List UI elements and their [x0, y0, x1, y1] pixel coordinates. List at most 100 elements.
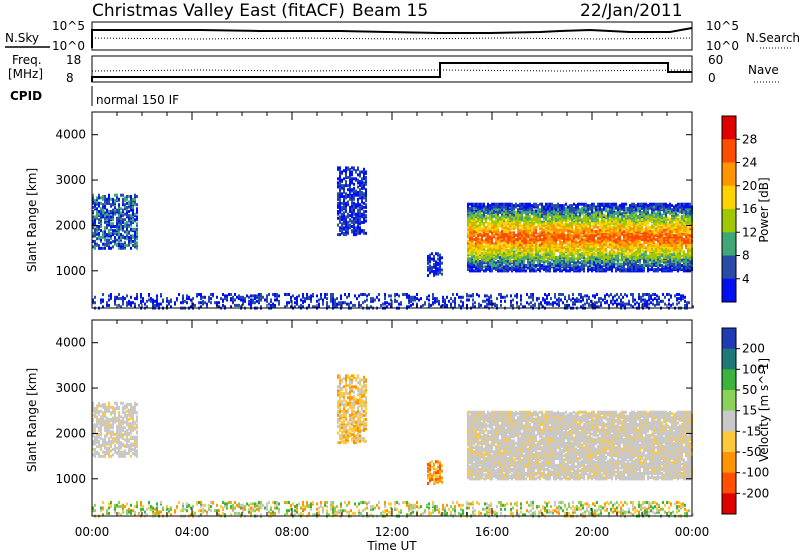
echo-cell: [489, 227, 491, 231]
echo-cell: [132, 239, 134, 243]
echo-cell: [655, 243, 657, 247]
echo-cell: [124, 244, 126, 247]
echo-cell: [507, 262, 509, 266]
echo-cell: [501, 243, 503, 247]
echo-cell: [110, 210, 112, 213]
echo-cell: [427, 268, 429, 272]
echo-cell: [643, 255, 645, 259]
echo-cell: [122, 220, 124, 224]
echo-cell: [347, 184, 349, 188]
echo-cell: [339, 229, 341, 233]
echo-cell: [677, 202, 679, 206]
echo-cell: [631, 223, 633, 227]
echo-cell: [118, 235, 120, 239]
echo-cell: [505, 250, 507, 254]
echo-cell: [611, 268, 613, 272]
echo-cell: [627, 254, 629, 258]
echo-cell: [481, 255, 483, 259]
echo-cell: [523, 224, 525, 228]
echo-cell: [339, 218, 341, 222]
echo-cell: [507, 251, 509, 255]
echo-cell: [557, 202, 559, 206]
echo-cell: [357, 201, 359, 205]
echo-cell: [116, 216, 118, 220]
echo-cell: [547, 215, 549, 218]
echo-cell: [365, 196, 367, 200]
echo-cell: [563, 204, 565, 208]
echo-cell: [597, 202, 599, 206]
echo-cell: [509, 213, 511, 217]
echo-cell: [543, 253, 545, 257]
echo-cell: [603, 268, 605, 272]
echo-cell: [106, 241, 108, 245]
echo-cell: [563, 250, 565, 254]
echo-cell: [545, 239, 547, 243]
echo-cell: [497, 253, 499, 257]
echo-cell: [521, 224, 523, 228]
echo-cell: [595, 205, 597, 209]
echo-cell: [351, 199, 353, 203]
echo-cell: [655, 268, 657, 272]
echo-cell: [569, 227, 571, 231]
echo-cell: [471, 206, 473, 210]
echo-cell: [581, 206, 583, 210]
echo-cell: [617, 234, 619, 237]
echo-cell: [355, 212, 357, 216]
echo-cell: [677, 268, 679, 272]
echo-cell: [136, 246, 138, 250]
echo-cell: [136, 241, 138, 245]
echo-cell: [575, 208, 577, 212]
echo-cell: [611, 265, 613, 269]
echo-cell: [132, 197, 134, 201]
echo-cell: [551, 206, 553, 210]
echo-cell: [505, 223, 507, 227]
echo-cell: [655, 202, 657, 206]
echo-cell: [515, 221, 517, 225]
echo-cell: [98, 196, 100, 200]
echo-cell: [651, 224, 653, 228]
echo-cell: [104, 195, 106, 198]
echo-cell: [625, 258, 627, 262]
echo-cell: [625, 262, 627, 266]
echo-cell: [583, 227, 585, 231]
echo-cell: [661, 223, 663, 227]
echo-cell: [92, 222, 94, 226]
echo-cell: [132, 212, 134, 216]
echo-cell: [483, 239, 485, 243]
echo-cell: [477, 268, 479, 272]
echo-cell: [521, 217, 523, 221]
echo-cell: [128, 242, 130, 246]
echo-cell: [563, 208, 565, 212]
echo-cell: [361, 190, 363, 194]
echo-cell: [118, 219, 120, 223]
echo-cell: [94, 246, 96, 250]
echo-cell: [679, 230, 681, 233]
echo-cell: [104, 214, 106, 218]
echo-cell: [114, 199, 116, 203]
echo-cell: [605, 247, 607, 251]
echo-cell: [519, 232, 521, 236]
echo-cell: [479, 251, 481, 255]
echo-cell: [92, 219, 94, 223]
echo-cell: [495, 246, 497, 250]
echo-cell: [635, 264, 637, 267]
echo-cell: [571, 239, 573, 243]
echo-cell: [601, 265, 603, 269]
echo-cell: [359, 216, 361, 220]
echo-cell: [487, 261, 489, 265]
echo-cell: [629, 257, 631, 261]
echo-cell: [645, 259, 647, 263]
echo-cell: [573, 210, 575, 214]
echo-cell: [473, 215, 475, 218]
figure-title: Christmas Valley East (fitACF): [92, 1, 345, 21]
echo-cell: [491, 253, 493, 257]
echo-cell: [539, 217, 541, 221]
echo-cell: [647, 239, 649, 243]
echo-cell: [557, 238, 559, 242]
echo-cell: [361, 200, 363, 204]
echo-cell: [523, 230, 525, 233]
echo-cell: [345, 184, 347, 188]
echo-cell: [571, 251, 573, 255]
echo-cell: [603, 213, 605, 217]
echo-cell: [667, 216, 669, 220]
